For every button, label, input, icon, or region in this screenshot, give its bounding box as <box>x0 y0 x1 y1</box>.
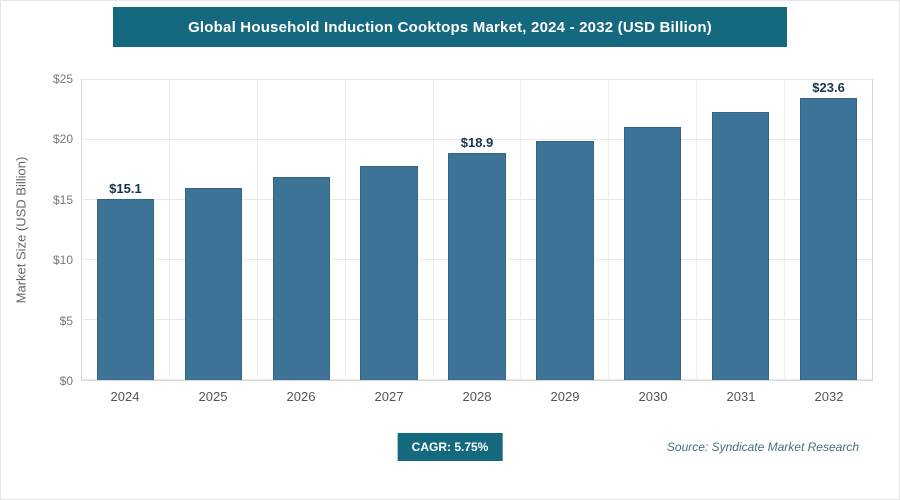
y-tick-label: $25 <box>52 72 73 86</box>
bar-column-2031 <box>696 80 784 380</box>
gridline <box>82 79 872 80</box>
x-tick-label: 2030 <box>638 389 668 404</box>
bar-2024 <box>96 198 155 380</box>
bar-2031 <box>712 112 770 380</box>
x-tick-label: 2032 <box>814 389 844 404</box>
bar-column-2025 <box>168 80 257 380</box>
chart-area: Market Size (USD Billion) $0 $5 $10 $15 $20 $… <box>9 72 873 409</box>
bar-2026 <box>272 177 330 380</box>
y-axis-title: Market Size (USD Billion) <box>13 156 29 304</box>
y-tick-label: $20 <box>52 132 73 147</box>
bar-2030 <box>624 126 682 380</box>
y-tick-label: $15 <box>52 192 73 207</box>
y-axis: Market Size (USD Billion) <box>9 79 33 381</box>
y-axis-ticks: $0 $5 $10 $15 $20 $25 <box>33 72 81 388</box>
chart-title-bar: Global Household Induction Cooktops Mark… <box>113 7 787 47</box>
bar-column-2026 <box>256 80 345 380</box>
bar-value-label: $15.1 <box>109 180 142 196</box>
y-tick-label: $10 <box>52 253 73 268</box>
cagr-badge: CAGR: 5.75% <box>397 433 503 461</box>
bar-value-label: $23.6 <box>812 80 845 95</box>
y-tick-label: $5 <box>59 313 73 328</box>
bars-group: $15.1 $18.9 $23.6 <box>82 80 872 380</box>
x-axis-ticks: 2024 2025 2026 2027 2028 2029 2030 2031 2032 <box>81 381 873 409</box>
chart-title: Global Household Induction Cooktops Mark… <box>188 18 712 36</box>
bar-2028 <box>448 153 506 380</box>
bar-column-2032: $23.6 <box>784 80 872 380</box>
x-tick-label: 2026 <box>286 389 316 404</box>
source-text: Source: Syndicate Market Research <box>666 440 859 454</box>
x-tick-label: 2025 <box>198 389 228 404</box>
x-tick-label: 2028 <box>462 389 492 404</box>
chart-footer: CAGR: 5.75% Source: Syndicate Market Res… <box>1 427 899 483</box>
bar-2029 <box>536 141 594 380</box>
bar-column-2029 <box>520 80 608 380</box>
bar-2025 <box>184 188 242 380</box>
bar-2032 <box>799 98 858 380</box>
bar-column-2030 <box>608 80 696 380</box>
x-tick-label: 2031 <box>726 389 756 404</box>
x-tick-label: 2024 <box>110 389 140 404</box>
y-tick-label: $0 <box>59 374 73 388</box>
plot-area: $15.1 $18.9 $23.6 <box>81 79 873 381</box>
x-tick-label: 2029 <box>550 389 580 404</box>
x-tick-label: 2027 <box>374 389 404 404</box>
bar-column-2027 <box>344 80 433 380</box>
gridline <box>82 139 872 140</box>
bar-column-2024: $15.1 <box>82 80 169 380</box>
bar-2027 <box>360 166 418 380</box>
bar-column-2028: $18.9 <box>432 80 521 380</box>
bar-value-label: $18.9 <box>460 135 494 151</box>
cagr-label: CAGR: 5.75% <box>411 440 489 454</box>
